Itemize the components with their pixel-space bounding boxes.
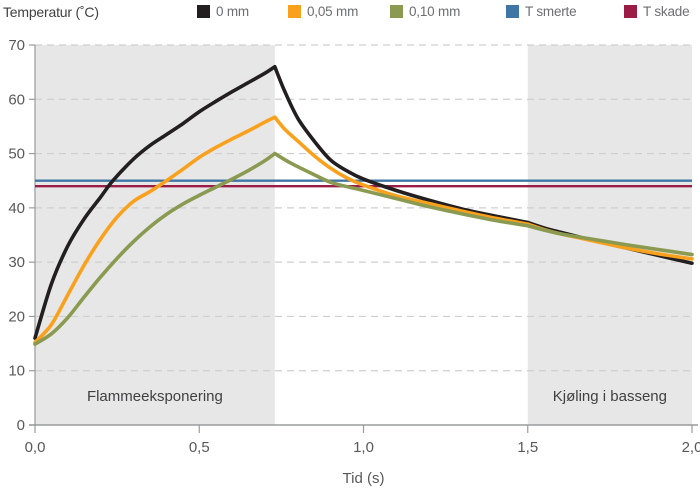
legend-swatch-0mm-icon (197, 5, 210, 18)
x-tick-label-3: 1,5 (517, 439, 538, 456)
y-tick-label-70: 70 (8, 37, 25, 54)
legend-swatch-t-skade-icon (624, 5, 637, 18)
region-band-0 (35, 45, 275, 425)
x-tick-label-2: 1,0 (353, 439, 374, 456)
legend-label-t-skade: T skade (643, 4, 690, 19)
y-tick-label-30: 30 (8, 254, 25, 271)
legend-item-t-skade: T skade (624, 4, 690, 19)
x-tick-label-4: 2,0 (682, 439, 700, 456)
legend-label-0mm: 0 mm (216, 4, 249, 19)
region-band-1 (527, 45, 692, 425)
y-tick-label-0: 0 (17, 417, 25, 434)
legend-item-010mm: 0,10 mm (390, 4, 460, 19)
y-tick-label-20: 20 (8, 308, 25, 325)
y-tick-label-10: 10 (8, 363, 25, 380)
region-label-1: Kjøling i basseng (553, 388, 667, 405)
legend-label-010mm: 0,10 mm (409, 4, 461, 19)
chart-title: Temperatur (˚C) (3, 4, 99, 20)
legend-swatch-010mm-icon (390, 5, 403, 18)
legend-label-t-smerte: T smerte (525, 4, 577, 19)
legend-item-0mm: 0 mm (197, 4, 249, 19)
legend-swatch-005mm-icon (288, 5, 301, 18)
x-axis-label: Tid (s) (343, 470, 385, 487)
y-tick-label-40: 40 (8, 200, 25, 217)
x-tick-label-0: 0,0 (25, 439, 46, 456)
legend-swatch-t-smerte-icon (506, 5, 519, 18)
legend-item-t-smerte: T smerte (506, 4, 577, 19)
x-tick-label-1: 0,5 (189, 439, 210, 456)
y-tick-label-60: 60 (8, 91, 25, 108)
legend-item-005mm: 0,05 mm (288, 4, 358, 19)
legend-label-005mm: 0,05 mm (307, 4, 359, 19)
series-line-2 (33, 151, 694, 346)
region-label-0: Flammeeksponering (87, 388, 223, 405)
y-tick-label-50: 50 (8, 146, 25, 163)
